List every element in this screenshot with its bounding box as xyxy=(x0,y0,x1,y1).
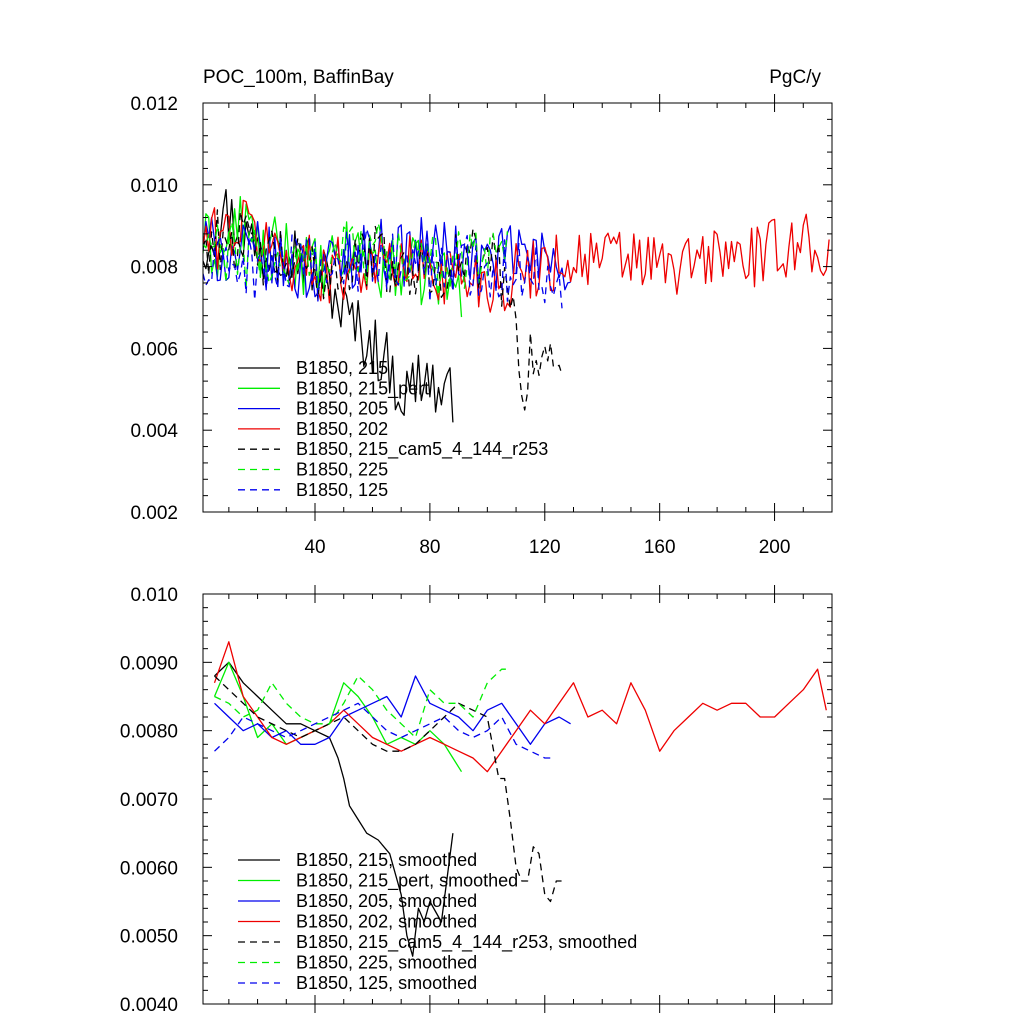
legend-label: B1850, 215_pert, smoothed xyxy=(296,871,518,892)
y-tick-label: 0.002 xyxy=(130,503,178,524)
y-tick-label: 0.0060 xyxy=(120,858,178,879)
legend-label: B1850, 225, smoothed xyxy=(296,953,477,973)
y-tick-label: 0.012 xyxy=(130,94,178,115)
legend-label: B1850, 125, smoothed xyxy=(296,973,477,993)
series-line-bottom-0 xyxy=(214,661,454,957)
bottom-panel: 0.0040 0.0050 0.0060 0.0070 0.0080 0.0090 0.01… xyxy=(120,585,833,1016)
series-line-bottom-2 xyxy=(214,675,571,745)
legend-label: B1850, 215_pert xyxy=(296,378,429,399)
bottom-axes: 0.0040 0.0050 0.0060 0.0070 0.0080 0.0090 0.01… xyxy=(120,585,833,1016)
bottom-series-group xyxy=(213,641,827,957)
y-tick-label: 0.010 xyxy=(130,585,178,606)
y-tick-label: 0.0080 xyxy=(120,722,178,743)
x-tick-label: 80 xyxy=(419,537,440,558)
legend-label: B1850, 215_cam5_4_144_r253 xyxy=(296,439,548,460)
series-line-top-4 xyxy=(203,209,563,411)
y-tick-label: 0.010 xyxy=(130,176,178,197)
y-tick-label: 0.004 xyxy=(130,421,178,442)
y-tick-label: 0.0050 xyxy=(120,927,178,948)
legend-label: B1850, 205, smoothed xyxy=(296,891,477,911)
chart-title: POC_100m, BaffinBay xyxy=(203,67,394,88)
legend-label: B1850, 215 xyxy=(296,358,388,378)
y-tick-label: 0.0090 xyxy=(120,653,178,674)
legend-label: B1850, 202 xyxy=(296,419,388,439)
legend-label: B1850, 215_cam5_4_144_r253, smoothed xyxy=(296,932,637,953)
series-line-bottom-4 xyxy=(214,675,562,903)
legend-label: B1850, 225 xyxy=(296,460,388,480)
legend-label: B1850, 125 xyxy=(296,480,388,500)
series-line-bottom-1 xyxy=(213,661,463,773)
legend-label: B1850, 205 xyxy=(296,399,388,419)
top-axes: 40 80 120 160 200 0.002 0.004 0.006 0.008 0.010 0.… xyxy=(130,94,833,558)
units-label: PgC/y xyxy=(769,67,821,88)
y-tick-label: 0.0070 xyxy=(120,790,178,811)
top-series-group xyxy=(203,189,830,423)
legend-label: B1850, 202, smoothed xyxy=(296,912,477,932)
x-tick-label: 120 xyxy=(529,537,561,558)
plot-frame xyxy=(202,102,833,513)
series-line-bottom-6 xyxy=(214,702,551,759)
series-line-top-6 xyxy=(203,228,563,309)
series-line-bottom-3 xyxy=(213,641,827,773)
y-tick-label: 0.008 xyxy=(130,258,178,279)
series-line-top-5 xyxy=(203,221,509,297)
y-tick-label: 0.0040 xyxy=(120,995,178,1016)
x-tick-label: 200 xyxy=(759,537,791,558)
x-tick-label: 40 xyxy=(304,537,325,558)
y-tick-label: 0.006 xyxy=(130,339,178,360)
top-panel: POC_100m, BaffinBay PgC/y 40 80 120 160 200 0… xyxy=(130,67,833,558)
legend-label: B1850, 215, smoothed xyxy=(296,850,477,870)
x-tick-label: 160 xyxy=(644,537,676,558)
